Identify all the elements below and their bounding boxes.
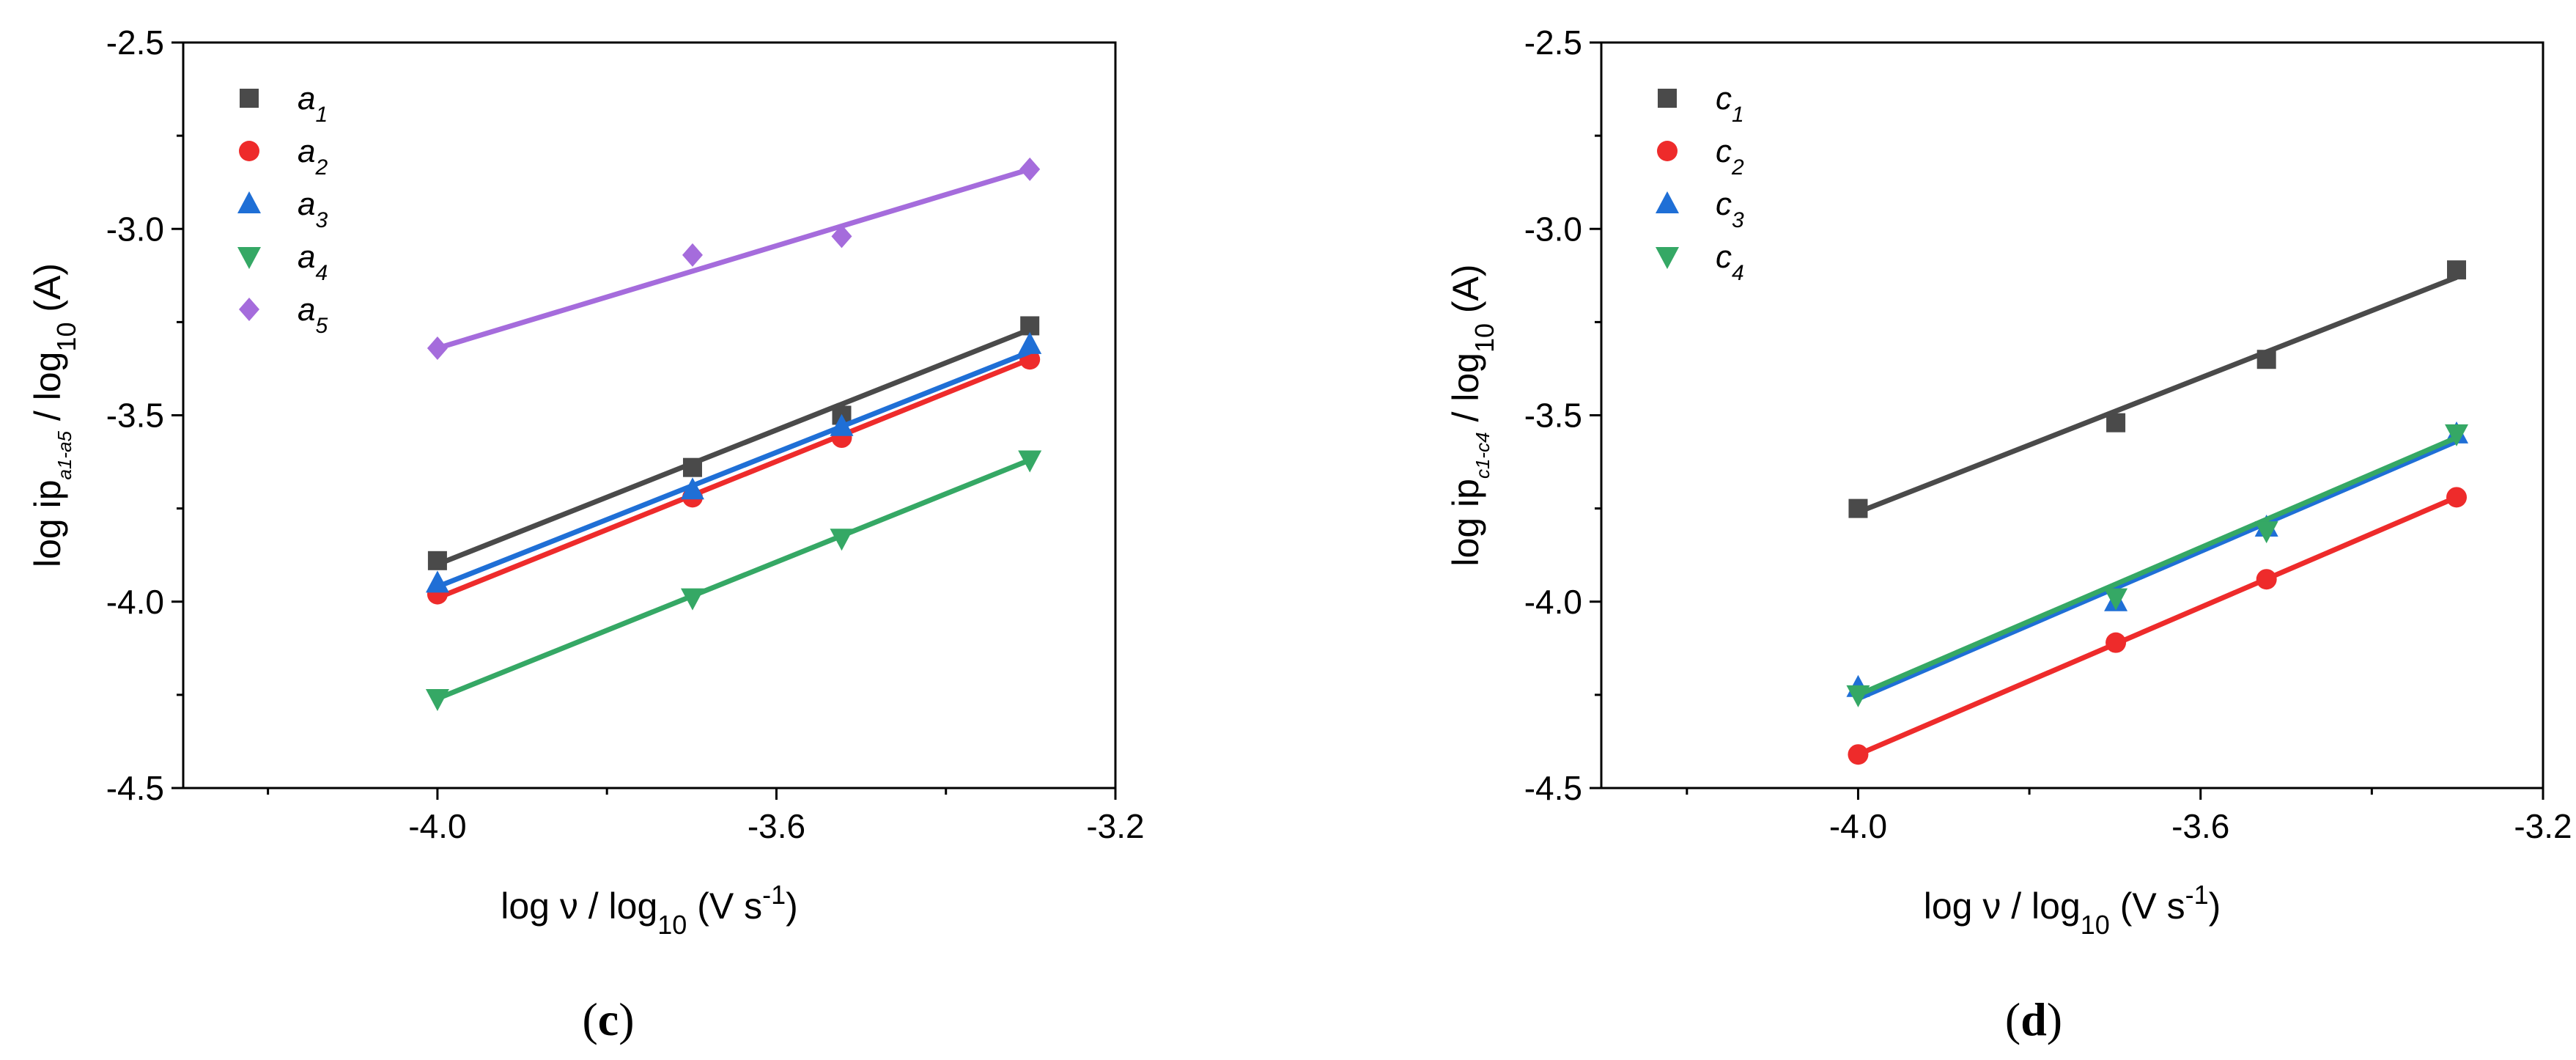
legend-marker <box>1656 247 1679 269</box>
legend-label: a4 <box>298 239 328 285</box>
data-point <box>2104 588 2128 611</box>
data-point <box>831 224 852 249</box>
data-point <box>1018 331 1042 354</box>
series-a3 <box>425 331 1042 593</box>
series-a1 <box>427 316 1040 570</box>
data-point <box>682 457 702 477</box>
legend-label: a2 <box>298 133 328 180</box>
data-point <box>682 243 703 267</box>
data-point <box>680 588 704 611</box>
data-point <box>830 529 854 551</box>
fit-line <box>1857 275 2458 515</box>
data-point <box>1848 498 1868 518</box>
legend-label: c2 <box>1716 133 1744 180</box>
data-point <box>1018 450 1042 473</box>
series-c1 <box>1848 260 2467 518</box>
panel-label: (c) <box>582 993 634 1045</box>
fit-line <box>1857 495 2458 757</box>
panel-label: (d) <box>2005 993 2062 1045</box>
data-point <box>2256 569 2277 590</box>
x-tick-label: -3.2 <box>1086 807 1144 845</box>
x-axis-title: log ν / log10 (V s-1) <box>501 880 798 940</box>
data-point <box>1846 685 1870 707</box>
y-tick-label: -4.5 <box>106 769 164 807</box>
legend-marker <box>237 247 261 269</box>
series-a4 <box>425 450 1042 711</box>
x-tick-label: -3.6 <box>2171 807 2229 845</box>
data-point <box>2106 413 2126 433</box>
legend-label: a5 <box>298 292 328 338</box>
y-tick-label: -3.5 <box>106 397 164 435</box>
legend: c1 c2 c3 c4 <box>1656 81 1744 285</box>
legend: a1 a2 a3 a4 a5 <box>237 81 328 338</box>
data-point <box>830 413 854 436</box>
data-point <box>2106 632 2127 653</box>
fit-line <box>436 166 1031 351</box>
y-tick-label: -3.5 <box>1524 397 1582 435</box>
legend-marker <box>1656 191 1679 213</box>
y-tick-label: -3.0 <box>1524 210 1582 248</box>
data-point <box>2256 350 2276 369</box>
legend-label: c4 <box>1716 239 1744 285</box>
x-tick-label: -3.2 <box>2514 807 2572 845</box>
y-axis-title: log ipa1-a5 / log10 (A) <box>27 263 81 567</box>
data-point <box>427 336 448 360</box>
data-point <box>1019 157 1041 181</box>
y-tick-label: -3.0 <box>106 210 164 248</box>
x-tick-label: -3.6 <box>748 807 805 845</box>
legend-label: c1 <box>1716 81 1744 127</box>
legend-marker <box>240 89 259 108</box>
x-tick-label: -4.0 <box>408 807 466 845</box>
fit-line <box>436 327 1031 567</box>
data-point <box>680 477 704 500</box>
y-axis-title: log ipc1-c4 / log10 (A) <box>1445 264 1499 566</box>
x-tick-label: -4.0 <box>1829 807 1887 845</box>
series-c4 <box>1846 424 2469 707</box>
legend-label: a1 <box>298 81 328 127</box>
data-point <box>425 570 449 593</box>
legend-marker <box>237 191 261 213</box>
fit-line <box>436 356 1031 600</box>
series-a5 <box>427 157 1041 360</box>
chart-panel-c: -4.5 -4.0 -3.5 -3.0 -2.5 -4.0 -3.6 -3.2 log ν / … <box>27 23 1145 1045</box>
y-tick-label: -4.0 <box>1524 583 1582 621</box>
data-point <box>2445 424 2469 446</box>
fit-line <box>436 457 1031 702</box>
data-point <box>2447 260 2467 280</box>
legend-marker <box>239 141 259 161</box>
y-tick-label: -2.5 <box>106 23 164 62</box>
data-point <box>425 688 449 711</box>
data-point <box>427 551 447 570</box>
y-tick-label: -4.0 <box>106 583 164 621</box>
fit-line <box>1857 435 2458 698</box>
data-point <box>2254 521 2278 544</box>
series-c2 <box>1848 487 2468 765</box>
data-point <box>1848 744 1869 765</box>
legend-marker <box>239 298 259 321</box>
legend-label: c3 <box>1716 186 1744 232</box>
legend-marker <box>1657 141 1678 161</box>
chart-panel-d: -4.5 -4.0 -3.5 -3.0 -2.5 -4.0 -3.6 -3.2 log ν / … <box>1445 23 2572 1045</box>
fit-line <box>1857 438 2458 702</box>
series-a2 <box>427 349 1041 605</box>
data-point <box>2446 487 2468 508</box>
x-axis-title: log ν / log10 (V s-1) <box>1924 880 2221 940</box>
legend-label: a3 <box>298 186 328 232</box>
fit-line <box>436 349 1031 589</box>
y-tick-label: -4.5 <box>1524 769 1582 807</box>
legend-marker <box>1658 89 1677 108</box>
y-tick-label: -2.5 <box>1524 23 1582 62</box>
